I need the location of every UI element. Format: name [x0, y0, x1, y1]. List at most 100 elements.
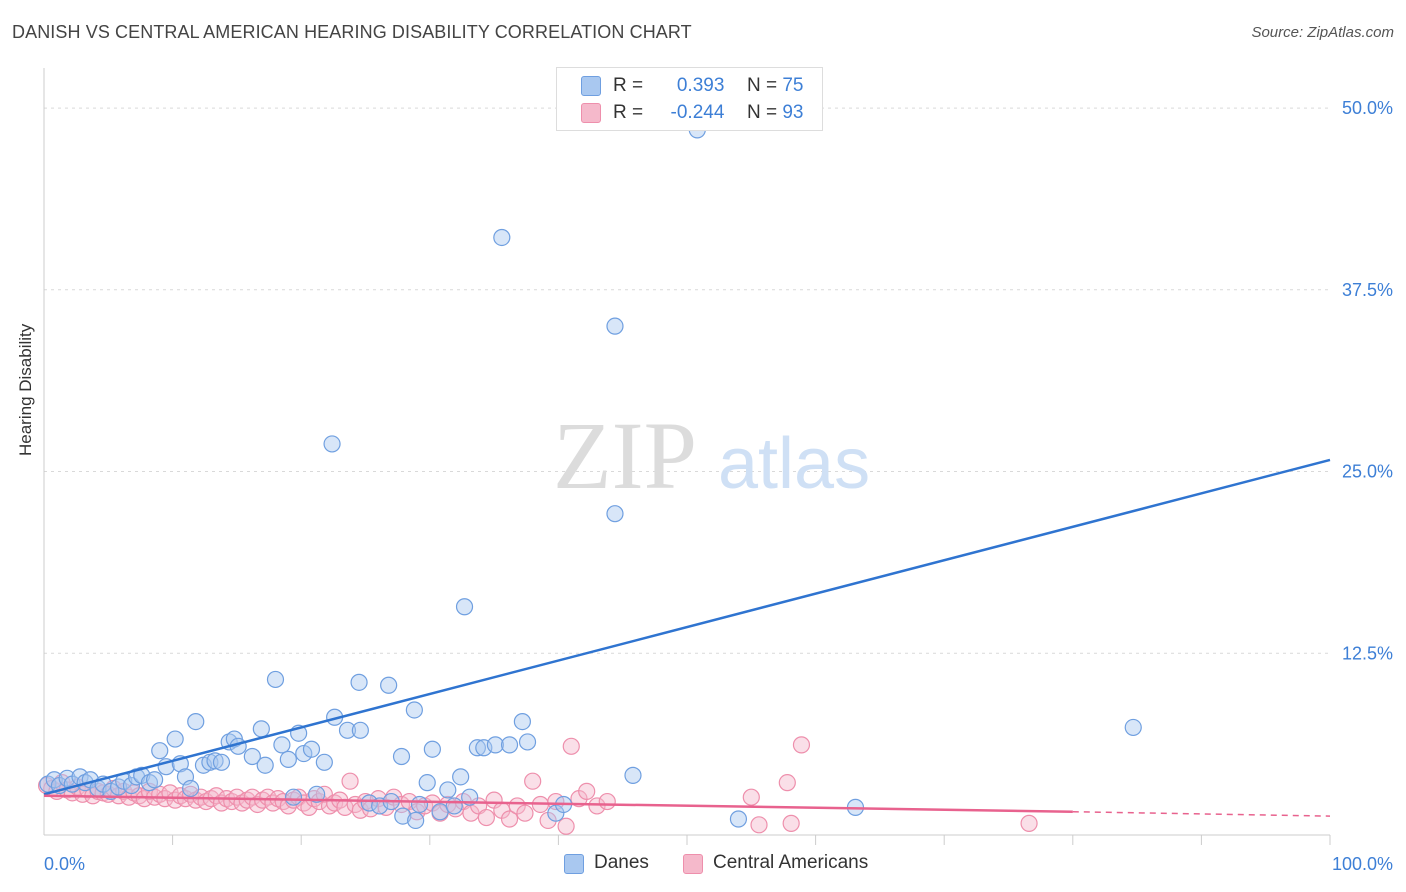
- danes-point: [284, 788, 303, 806]
- danes-point: [151, 742, 169, 760]
- danes-point: [273, 736, 291, 754]
- central-n-value: 93: [782, 102, 804, 123]
- danes-point: [323, 435, 341, 453]
- y-axis-label: Hearing Disability: [16, 323, 35, 456]
- central-americans-trend-line: [43, 794, 1073, 813]
- legend-danes-swatch: [564, 854, 584, 874]
- danes-point: [308, 785, 326, 803]
- danes-swatch: [581, 76, 601, 96]
- danes-point: [266, 670, 285, 689]
- danes-point: [380, 676, 398, 694]
- danes-point: [518, 733, 537, 751]
- danes-point: [351, 721, 369, 739]
- danes-point: [122, 776, 141, 795]
- central-americans-point: [557, 817, 575, 835]
- central-swatch: [581, 103, 601, 123]
- watermark: ZIP atlas: [553, 402, 870, 509]
- chart-title: DANISH VS CENTRAL AMERICAN HEARING DISAB…: [12, 22, 692, 42]
- central-r-label: R =: [613, 102, 644, 123]
- central-americans-point: [782, 814, 800, 832]
- y-tick-label: 25.0%: [1342, 462, 1393, 482]
- danes-points: [39, 111, 1142, 830]
- danes-point: [302, 740, 321, 758]
- danes-point: [405, 701, 423, 719]
- danes-point: [182, 779, 200, 798]
- central-americans-point: [750, 816, 768, 834]
- central-americans-point: [578, 782, 596, 800]
- central-americans-point: [588, 797, 606, 815]
- x-tick-label-max: 100.0%: [1332, 854, 1393, 874]
- central-americans-point: [598, 792, 616, 811]
- danes-point: [486, 736, 504, 754]
- central-n-label: N =: [746, 102, 778, 123]
- y-tick-label: 50.0%: [1342, 98, 1393, 118]
- stats-box: R = 0.393 N = 75 R = -0.244 N = 93: [556, 67, 823, 131]
- danes-point: [140, 774, 159, 792]
- source-label: Source: ZipAtlas.com: [1251, 24, 1394, 41]
- danes-point: [256, 756, 274, 774]
- danes-trend-line: [43, 458, 1331, 796]
- danes-point: [145, 771, 164, 789]
- central-r-value: -0.244: [670, 102, 725, 123]
- y-tick-label: 37.5%: [1342, 280, 1393, 300]
- x-tick-labels: 0.0% 100.0%: [44, 854, 1393, 874]
- danes-point: [729, 810, 748, 828]
- watermark-atlas: atlas: [718, 424, 870, 504]
- danes-point: [1124, 718, 1142, 737]
- danes-point: [394, 807, 412, 825]
- danes-r-value: 0.393: [676, 75, 725, 96]
- danes-point: [315, 753, 333, 771]
- y-tick-labels: 12.5% 25.0% 37.5% 50.0%: [1342, 98, 1393, 663]
- danes-point: [243, 747, 261, 766]
- central-americans-point: [1020, 814, 1038, 832]
- danes-point: [493, 228, 511, 247]
- central-americans-point: [516, 804, 534, 822]
- gridlines: [44, 107, 1330, 654]
- danes-point: [206, 752, 224, 770]
- central-americans-point: [524, 772, 542, 790]
- danes-point: [513, 712, 531, 731]
- danes-point: [455, 598, 474, 616]
- trend-lines: [43, 458, 1331, 817]
- danes-point: [452, 768, 470, 786]
- danes-point: [166, 730, 184, 748]
- danes-point: [606, 317, 624, 335]
- danes-point: [439, 781, 457, 799]
- watermark-zip: ZIP: [553, 402, 697, 509]
- danes-point: [445, 797, 463, 815]
- danes-point: [423, 740, 441, 758]
- danes-point: [606, 505, 624, 523]
- danes-point: [468, 739, 486, 757]
- legend-danes-label: Danes: [594, 852, 649, 873]
- x-axis-ticks: [172, 835, 1331, 845]
- danes-point: [360, 794, 378, 812]
- danes-point: [624, 766, 642, 784]
- x-tick-label-min: 0.0%: [44, 854, 85, 874]
- central-americans-point: [742, 788, 760, 806]
- central-americans-point: [792, 736, 811, 754]
- legend-central-label: Central Americans: [713, 852, 869, 873]
- danes-r-label: R =: [613, 75, 644, 96]
- legend-central-swatch: [683, 854, 703, 874]
- danes-point: [410, 795, 429, 814]
- central-americans-point: [500, 810, 519, 828]
- danes-point: [252, 720, 270, 738]
- danes-point: [187, 712, 205, 731]
- danes-point: [500, 736, 519, 754]
- central-americans-point: [562, 737, 580, 755]
- central-americans-point: [477, 808, 495, 827]
- danes-point: [279, 750, 297, 769]
- danes-point: [418, 774, 436, 792]
- danes-point: [350, 673, 368, 691]
- danes-point: [407, 811, 425, 830]
- y-tick-label: 12.5%: [1342, 643, 1393, 663]
- danes-n-label: N =: [746, 75, 778, 96]
- danes-point: [392, 747, 411, 766]
- danes-point: [212, 753, 231, 771]
- central-americans-trend-extension: [1072, 810, 1331, 817]
- central-americans-point: [341, 772, 359, 790]
- danes-point: [338, 721, 357, 739]
- danes-n-value: 75: [782, 75, 804, 96]
- central-americans-point: [778, 774, 796, 792]
